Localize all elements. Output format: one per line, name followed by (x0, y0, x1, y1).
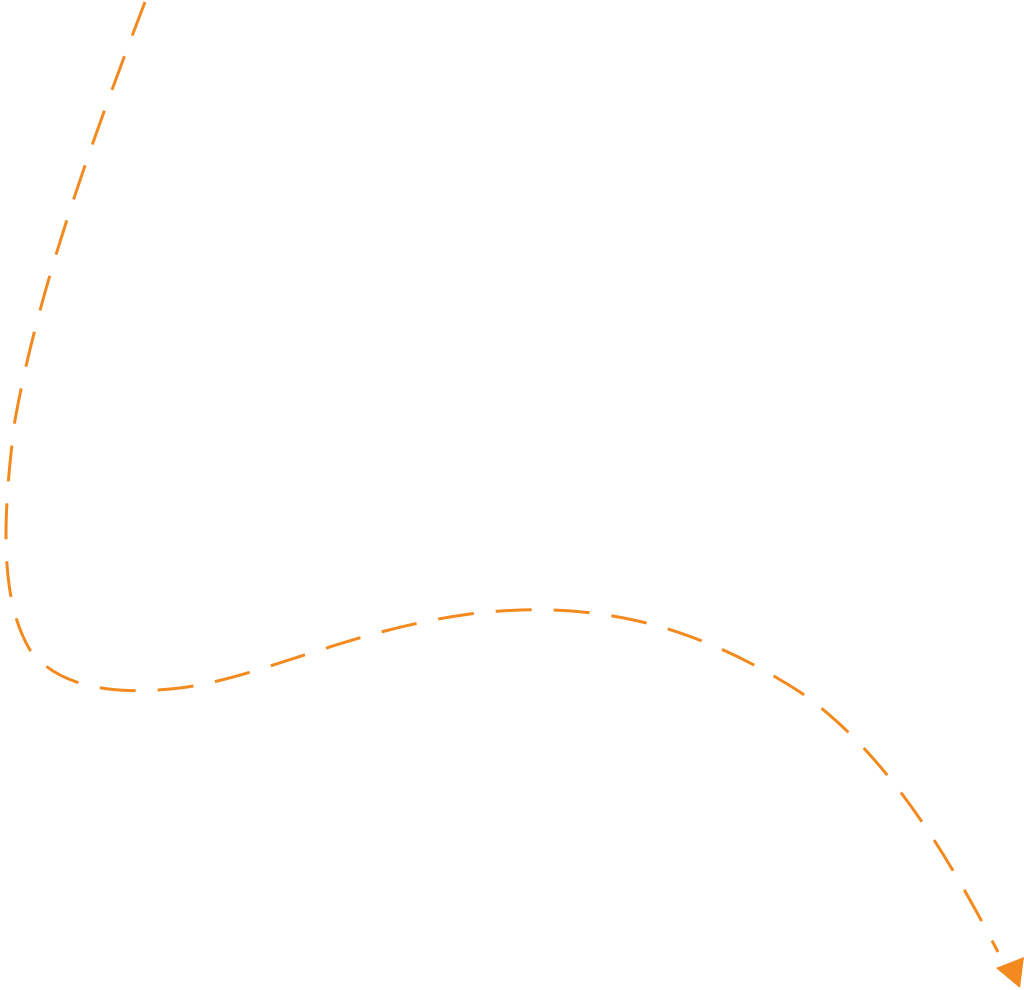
arrow-head (996, 957, 1024, 988)
dashed-arrow-path (4, 1, 1000, 953)
